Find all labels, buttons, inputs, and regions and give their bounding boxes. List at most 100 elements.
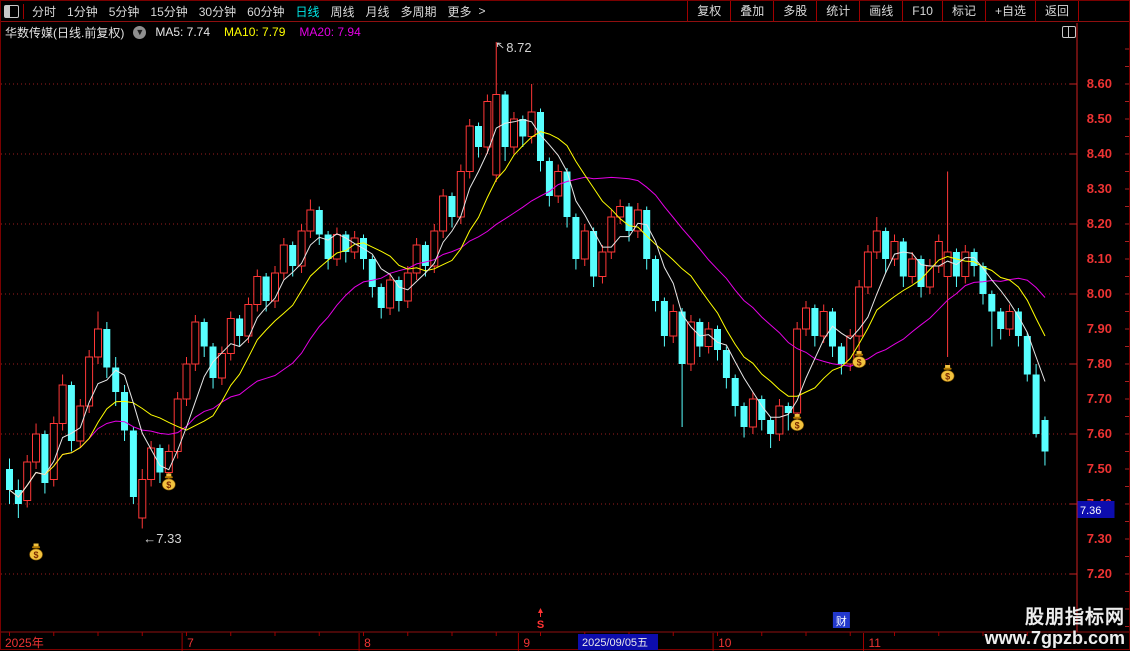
ma5-value: MA5: 7.74 <box>155 25 211 39</box>
y-axis: 8.60 8.50 8.40 8.30 8.20 8.10 8.00 7.90 7.80 7.70… <box>1 23 1129 633</box>
y-axis-label: 8.60 <box>1087 76 1112 91</box>
candle-up <box>863 251 872 288</box>
period-tab-0[interactable]: 分时 <box>32 4 57 19</box>
candle-up <box>253 276 262 305</box>
low-annotation: ←7.33 <box>143 531 181 546</box>
candle-down <box>67 385 75 441</box>
candle-down <box>572 217 580 259</box>
candle-down <box>342 234 350 252</box>
period-tab-5[interactable]: 60分钟 <box>247 4 285 19</box>
date-tag-box <box>578 634 658 650</box>
action-buttons: 复权 叠加 多股 统计 画线 F10 标记 +自选 返回 <box>687 0 1079 22</box>
candle-down <box>395 280 403 301</box>
candle-down <box>722 350 730 378</box>
candle-up <box>191 321 200 365</box>
candle-up <box>1005 311 1014 330</box>
candle-up <box>616 206 625 218</box>
candle-up <box>704 328 713 347</box>
toolbar-button-1[interactable]: 叠加 <box>730 0 773 22</box>
candle-down <box>1014 311 1022 336</box>
toolbar-button-7[interactable]: +自选 <box>984 0 1035 22</box>
money-bag-icon: $ <box>940 365 955 382</box>
candle-up <box>633 209 642 232</box>
period-tab-9[interactable]: 多周期 <box>400 4 437 19</box>
candle-down <box>829 311 836 347</box>
candle-up <box>138 479 147 519</box>
candle-down <box>156 448 164 473</box>
toolbar-button-8[interactable]: 返回 <box>1034 0 1079 22</box>
candle-down <box>121 392 128 431</box>
candle-up <box>226 318 235 354</box>
toolbar-button-5[interactable]: F10 <box>902 0 942 22</box>
y-axis-label: 7.60 <box>1087 426 1112 441</box>
svg-text:$: $ <box>166 480 171 490</box>
candles[interactable] <box>6 42 1049 529</box>
chevron-down-icon[interactable]: ▼ <box>133 25 147 39</box>
svg-text:$: $ <box>34 550 39 560</box>
money-bag-icon: $ <box>162 473 176 491</box>
period-tab-10[interactable]: 更多 <box>447 4 472 19</box>
candle-up <box>58 384 67 424</box>
candle-up <box>598 251 607 277</box>
period-tab-6[interactable]: 日线 <box>295 4 320 19</box>
toolbar-button-3[interactable]: 统计 <box>816 0 859 22</box>
candle-down <box>899 241 907 277</box>
ma20-value: MA20: 7.94 <box>299 25 361 39</box>
y-axis-label: 7.70 <box>1087 391 1112 406</box>
candle-up <box>217 353 226 379</box>
candle-up <box>802 307 810 330</box>
candle-up <box>412 244 421 274</box>
candle-down <box>545 161 553 196</box>
y-axis-label: 8.00 <box>1087 286 1112 301</box>
candle-up <box>23 461 32 501</box>
toolbar-button-4[interactable]: 画线 <box>859 0 902 22</box>
candle-down <box>519 119 527 137</box>
candle-up <box>943 251 952 277</box>
candle-up <box>386 279 395 309</box>
ma5-line <box>9 119 1046 498</box>
candle-up <box>580 230 589 260</box>
toolbar-button-6[interactable]: 标记 <box>941 0 985 22</box>
period-tab-8[interactable]: 月线 <box>365 4 390 19</box>
period-tab-4[interactable]: 30分钟 <box>198 4 237 19</box>
money-bag-icon: $ <box>29 543 43 561</box>
y-axis-label: 7.50 <box>1087 461 1112 476</box>
ma20-line <box>9 176 1046 498</box>
window-layout-icon[interactable] <box>4 4 19 18</box>
period-tab-7[interactable]: 周线 <box>330 4 355 19</box>
svg-text:$: $ <box>795 421 800 431</box>
candle-down <box>475 126 482 147</box>
ma10-value: MA10: 7.79 <box>224 25 286 39</box>
split-view-icon[interactable] <box>1062 26 1076 38</box>
period-tab-1[interactable]: 1分钟 <box>67 4 98 19</box>
watermark-url: www.7gpzb.com <box>984 627 1125 648</box>
candle-up <box>669 311 678 337</box>
ma-values: MA5: 7.74 MA10: 7.79 MA20: 7.94 <box>155 25 374 39</box>
candle-down <box>678 311 686 364</box>
candle-down <box>1041 420 1049 452</box>
candle-up <box>297 230 306 267</box>
y-axis-label: 8.30 <box>1087 181 1112 196</box>
candle-up <box>430 230 439 267</box>
candle-up <box>306 209 315 232</box>
candle-down <box>590 231 598 277</box>
candle-down <box>625 206 633 231</box>
candle-up <box>49 423 58 480</box>
candle-down <box>643 210 651 259</box>
candle-down <box>784 406 792 413</box>
period-tab-3[interactable]: 15分钟 <box>150 4 188 19</box>
candle-down <box>652 259 659 301</box>
candle-down <box>714 329 721 350</box>
more-arrow-icon[interactable]: > <box>478 4 486 18</box>
period-tab-2[interactable]: 5分钟 <box>108 4 140 19</box>
toolbar-button-2[interactable]: 多股 <box>773 0 816 22</box>
candle-up <box>872 230 881 253</box>
svg-text:7.36: 7.36 <box>1080 505 1101 517</box>
y-axis-label: 7.20 <box>1087 566 1112 581</box>
candle-up <box>793 328 802 414</box>
svg-text:$: $ <box>857 358 862 368</box>
candle-down <box>767 420 775 434</box>
toolbar-button-0[interactable]: 复权 <box>687 0 730 22</box>
candle-down <box>448 196 456 217</box>
